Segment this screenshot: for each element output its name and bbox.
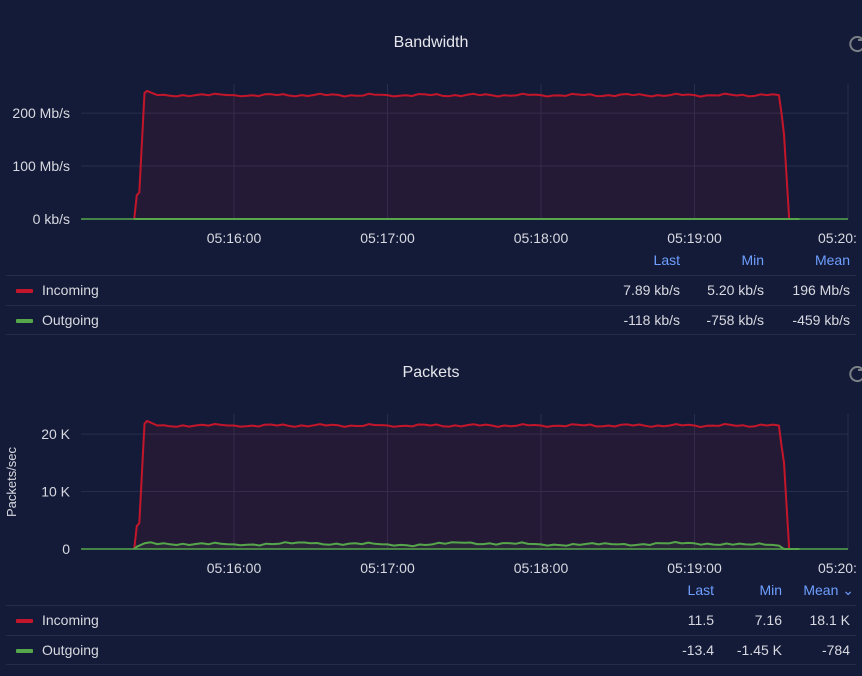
legend-row-incoming[interactable]: Incoming 11.5 7.16 18.1 K [6, 605, 856, 634]
bandwidth-chart[interactable]: 0 kb/s 100 Mb/s 200 Mb/s 05:16:00 05:17:00 05… [0, 0, 862, 250]
x-tick-label: 05:18:00 [514, 230, 569, 246]
legend-value-mean: -784 [821, 642, 850, 658]
legend-value-last: -13.4 [682, 642, 714, 658]
x-tick-label: 05:20: [818, 230, 857, 246]
y-tick-label: 20 K [41, 426, 70, 442]
y-tick-label: 100 Mb/s [12, 158, 70, 174]
y-tick-label: 200 Mb/s [12, 105, 70, 121]
legend-header-last[interactable]: Last [653, 252, 680, 268]
series-line-incoming [133, 89, 800, 220]
x-tick-label: 05:18:00 [514, 560, 569, 576]
packets-panel: 0 10 K 20 K 05:16:00 05:17:00 05:18:00 05:19:0… [0, 330, 862, 676]
legend-value-last: 7.89 kb/s [623, 282, 680, 298]
panel-title-packets: Packets [402, 364, 460, 381]
series-name[interactable]: Incoming [42, 612, 99, 628]
x-tick-label: 05:19:00 [667, 560, 722, 576]
legend-header-min[interactable]: Min [759, 582, 782, 598]
legend-value-last: -118 kb/s [623, 312, 680, 328]
legend-header-last[interactable]: Last [687, 582, 714, 598]
y-axis-label: Packets/sec [4, 446, 19, 517]
x-tick-label: 05:17:00 [360, 230, 415, 246]
legend-header-min[interactable]: Min [741, 252, 764, 268]
series-color-swatch[interactable] [16, 619, 33, 623]
series-line-outgoing [133, 541, 800, 550]
legend-value-min: -758 kb/s [706, 312, 764, 328]
series-area-outgoing [134, 542, 800, 549]
legend-row-outgoing[interactable]: Outgoing -118 kb/s -758 kb/s -459 kb/s [6, 305, 856, 335]
legend-value-mean: -459 kb/s [792, 312, 850, 328]
y-tick-label: 0 [62, 541, 70, 557]
series-area-incoming [134, 420, 800, 549]
legend-value-min: 7.16 [754, 612, 782, 628]
x-tick-label: 05:20: [818, 560, 857, 576]
x-tick-label: 05:19:00 [667, 230, 722, 246]
y-tick-label: 10 K [41, 484, 70, 500]
legend-row-outgoing[interactable]: Outgoing -13.4 -1.45 K -784 [6, 635, 856, 665]
legend-value-last: 11.5 [687, 612, 714, 628]
legend-value-mean: 196 Mb/s [792, 282, 850, 298]
series-color-swatch[interactable] [16, 319, 33, 323]
bandwidth-panel: 0 kb/s 100 Mb/s 200 Mb/s 05:16:00 05:17:00 05… [0, 0, 862, 335]
refresh-icon[interactable] [848, 34, 862, 54]
legend-value-min: 5.20 kb/s [707, 282, 764, 298]
x-tick-label: 05:16:00 [207, 560, 262, 576]
x-tick-label: 05:17:00 [360, 560, 415, 576]
series-color-swatch[interactable] [16, 649, 33, 653]
series-name[interactable]: Outgoing [42, 312, 99, 328]
legend-header-mean[interactable]: Mean [814, 252, 850, 268]
packets-chart[interactable]: 0 10 K 20 K 05:16:00 05:17:00 05:18:00 05:19:0… [0, 330, 862, 580]
series-area-incoming [134, 90, 800, 220]
legend-row-incoming[interactable]: Incoming 7.89 kb/s 5.20 kb/s 196 Mb/s [6, 275, 856, 304]
legend-value-mean: 18.1 K [809, 612, 850, 628]
x-tick-label: 05:16:00 [207, 230, 262, 246]
legend-value-min: -1.45 K [736, 642, 782, 658]
panel-title-bandwidth: Bandwidth [393, 34, 469, 51]
series-color-swatch[interactable] [16, 289, 33, 293]
refresh-icon[interactable] [848, 364, 862, 384]
series-name[interactable]: Outgoing [42, 642, 99, 658]
y-tick-label: 0 kb/s [33, 211, 70, 227]
legend-header-mean[interactable]: Mean ⌄ [803, 582, 854, 598]
series-line-incoming [133, 419, 800, 550]
series-name[interactable]: Incoming [42, 282, 99, 298]
